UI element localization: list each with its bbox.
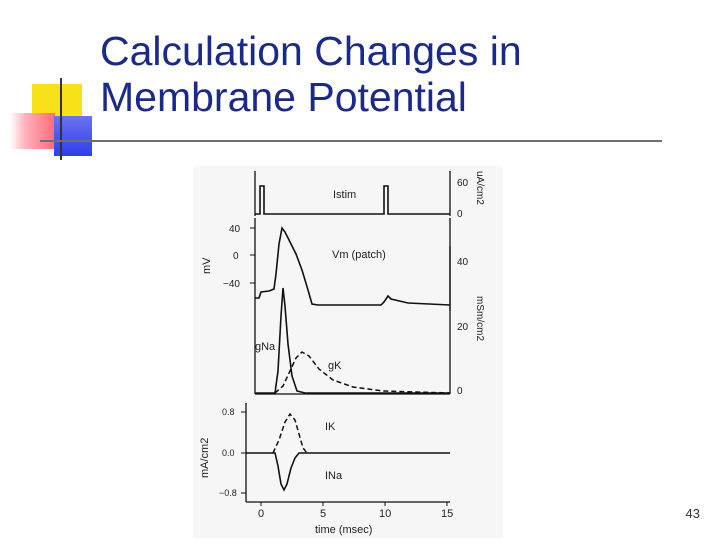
deco-vertical-line <box>60 78 62 160</box>
ik-trace <box>272 412 308 454</box>
slide-title-line-2: Membrane Potential <box>100 74 467 120</box>
time-axis-label: time (msec) <box>315 524 372 536</box>
gk-label: gK <box>328 360 342 372</box>
vm-unit-label: mV <box>201 257 213 274</box>
time-tick-0: 0 <box>258 508 264 520</box>
i-tick-0.0: 0.0 <box>222 448 235 458</box>
figure-background <box>193 166 503 538</box>
g-tick-0: 0 <box>457 386 463 397</box>
page-number: 43 <box>685 506 700 521</box>
membrane-potential-figure: Istim 60 0 uA/cm2 Vm (patch) 40 0 −40 mV… <box>193 166 503 543</box>
istim-tick-60: 60 <box>457 178 469 189</box>
vm-tick-40: 40 <box>229 224 241 235</box>
i-tick-neg0.8: −0.8 <box>219 488 237 498</box>
istim-unit-label: uA/cm2 <box>474 171 485 205</box>
gna-label: gNa <box>255 341 276 353</box>
g-tick-20: 20 <box>457 322 469 333</box>
vm-trace <box>255 226 451 306</box>
vm-tick-neg40: −40 <box>223 279 240 290</box>
ina-trace <box>246 452 450 492</box>
g-unit-label: mSm/cm2 <box>474 296 485 341</box>
title-divider <box>40 140 662 142</box>
i-unit-label: mA/cm2 <box>199 438 211 478</box>
slide-title: Calculation Changes in Membrane Potentia… <box>100 28 522 120</box>
deco-red-square <box>10 113 55 149</box>
vm-tick-0: 0 <box>233 251 239 262</box>
i-tick-0.8: 0.8 <box>222 407 235 417</box>
vm-label: Vm (patch) <box>332 249 386 261</box>
istim-label: Istim <box>333 189 356 201</box>
istim-trace <box>255 185 450 215</box>
time-tick-5: 5 <box>320 508 326 520</box>
ina-label: INa <box>325 470 343 482</box>
time-tick-15: 15 <box>441 508 453 520</box>
istim-tick-0: 0 <box>457 209 463 220</box>
time-tick-10: 10 <box>379 508 391 520</box>
g-tick-40: 40 <box>457 257 469 268</box>
slide-title-line-1: Calculation Changes in <box>100 28 522 74</box>
figure-svg: Istim 60 0 uA/cm2 Vm (patch) 40 0 −40 mV… <box>193 166 503 538</box>
gna-trace <box>255 287 450 394</box>
ik-label: IK <box>325 421 336 433</box>
gk-trace <box>274 351 451 394</box>
